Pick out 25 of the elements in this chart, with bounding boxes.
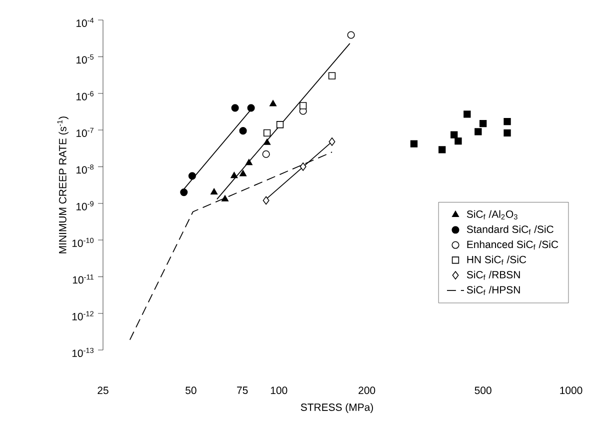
y-tick-label: 10$^{-9}$ (76, 201, 94, 210)
legend-label: SiC$_{f}$ /HPSN (466, 286, 520, 296)
x-tick-label: 75 (237, 386, 248, 394)
y-axis-title: MINIMUM CREEP RATE (s$^{-1}$) (57, 116, 68, 254)
y-tick-label: 10$^{-4}$ (76, 18, 94, 27)
x-tick-label: 50 (186, 386, 196, 394)
legend-label: HN SiC$_{f}$ /SiC (467, 256, 526, 265)
x-tick-label: 1000 (560, 386, 582, 394)
x-axis-title: STRESS (MPa) (300, 403, 373, 414)
x-tick-label: 500 (474, 386, 492, 394)
y-tick-label: 10$^{-10}$ (72, 238, 94, 247)
y-tick-label: 10$^{-11}$ (72, 274, 94, 284)
legend-label: Standard SiC$_{f}$ /SiC (466, 225, 554, 235)
y-tick-label: 10$^{-5}$ (76, 54, 94, 64)
y-tick-label: 10$^{-8}$ (76, 164, 94, 174)
y-tick-label: 10$^{-13}$ (72, 348, 94, 357)
x-tick-label: 200 (358, 386, 376, 394)
y-tick-label: 10$^{-7}$ (76, 128, 94, 137)
y-tick-label: 10$^{-12}$ (72, 311, 94, 320)
legend-label: Enhanced SiC$_{f}$ /SiC (467, 240, 558, 250)
legend-label: SiC$_{f}$ /RBSN (466, 270, 520, 280)
y-tick-label: 10$^{-6}$ (76, 91, 94, 100)
legend-label: SiC$_{f}$ /Al$_{2}$O$_{3}$ (466, 210, 518, 220)
x-tick-label: 25 (98, 386, 108, 394)
x-tick-label: 100 (270, 386, 288, 394)
